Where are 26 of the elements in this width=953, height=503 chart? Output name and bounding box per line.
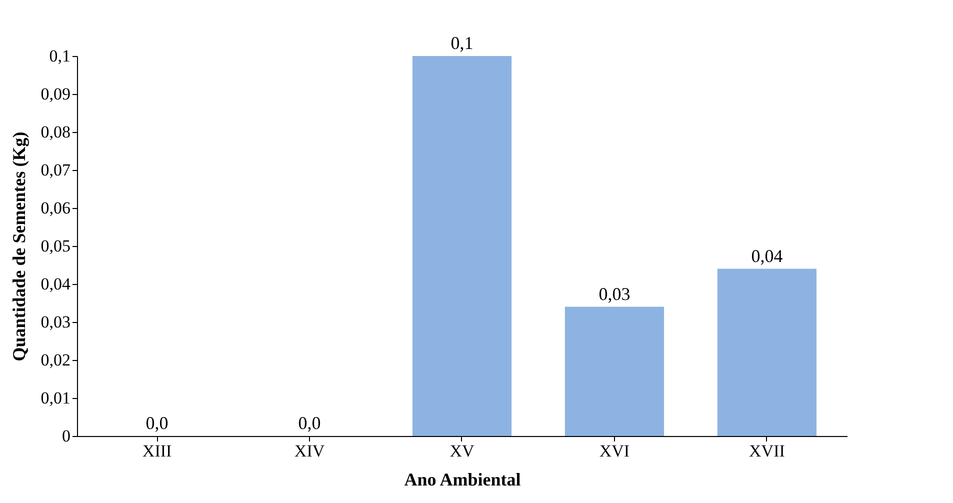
bar (412, 56, 512, 436)
x-tick-label: XVI (599, 442, 630, 460)
y-tick-label: 0,07 (40, 160, 71, 180)
x-tick-label: XVII (749, 442, 786, 460)
data-label: 0,0 (298, 413, 321, 433)
y-axis-title: Quantidade de Sementes (Kg) (8, 132, 29, 362)
y-tick-label: 0,01 (40, 388, 70, 408)
x-tick-label: XIII (142, 442, 172, 460)
bar (564, 306, 664, 436)
x-axis-title: Ano Ambiental (404, 470, 521, 490)
y-tick-label: 0 (62, 426, 70, 446)
y-tick-label: 0,02 (40, 350, 70, 370)
y-tick-label: 0,04 (40, 274, 71, 294)
data-label: 0,04 (751, 246, 783, 266)
y-tick-label: 0,06 (40, 198, 70, 218)
data-label: 0,1 (450, 33, 474, 53)
data-label: 0,03 (598, 284, 630, 304)
bar (717, 268, 817, 436)
x-tick-label: XV (450, 442, 475, 460)
data-label: 0,0 (146, 413, 168, 433)
y-tick-label: 0,08 (40, 122, 70, 142)
y-tick-label: 0,09 (40, 84, 70, 104)
y-tick-label: 0,1 (49, 46, 70, 66)
x-tick-label: XIV (294, 442, 326, 460)
y-tick-label: 0,05 (40, 236, 70, 256)
y-tick-label: 0,03 (40, 312, 70, 332)
